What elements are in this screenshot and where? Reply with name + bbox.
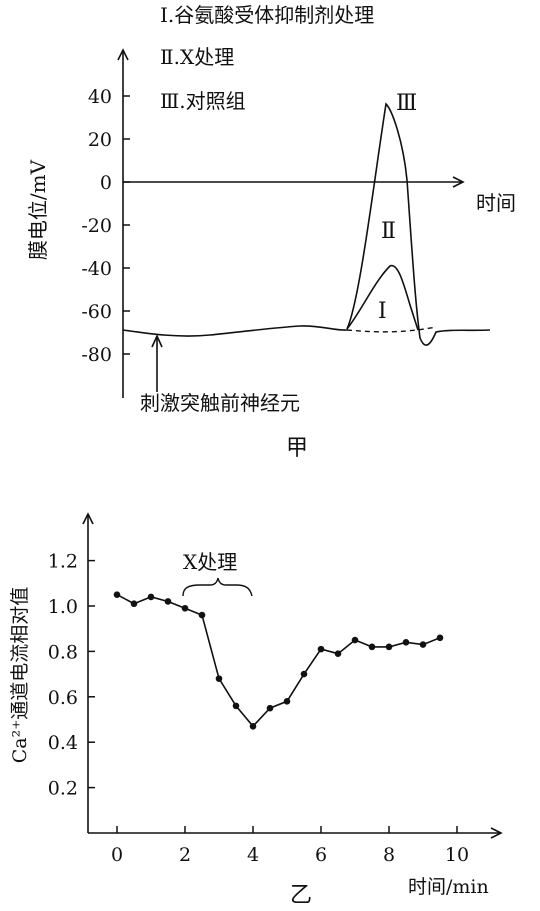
yi-y-tick-label: 0.4 — [48, 732, 78, 754]
chart-yi: 1.2 1.0 0.8 0.6 0.4 0.2 0 2 4 6 8 10 Ca²⁺通道电流相对值 时… — [9, 512, 503, 908]
yi-data-point — [351, 636, 359, 644]
yi-data-point — [368, 643, 376, 651]
jia-caption: 甲 — [286, 436, 308, 461]
yi-data-point — [130, 600, 138, 608]
jia-label-II: Ⅱ — [381, 219, 396, 244]
jia-annotation: 刺激突触前神经元 — [140, 391, 300, 415]
yi-x-ticks: 0 2 4 6 8 10 — [111, 826, 469, 866]
legend-item-1: Ⅰ.谷氨酸受体抑制剂处理 — [160, 3, 374, 27]
yi-y-tick-label: 0.2 — [48, 778, 78, 800]
yi-data-point — [164, 598, 172, 605]
legend-item-3: Ⅲ.对照组 — [160, 89, 246, 113]
yi-y-ticks: 1.2 1.0 0.8 0.6 0.4 0.2 — [48, 551, 95, 800]
yi-data-point — [283, 698, 291, 705]
yi-data-point — [300, 670, 308, 678]
yi-data-point — [266, 704, 274, 712]
jia-curve-III — [346, 102, 491, 346]
yi-data-point — [113, 591, 121, 598]
jia-y-tick-label: 0 — [100, 172, 112, 194]
jia-baseline-curve — [122, 325, 348, 337]
jia-y-tick-label: -80 — [81, 344, 112, 366]
yi-x-tick-label: 0 — [111, 844, 123, 866]
jia-y-tick-label: -40 — [81, 258, 112, 280]
jia-y-label: 膜电位/mV — [26, 159, 50, 260]
yi-x-tick-label: 10 — [445, 844, 469, 866]
yi-data-point — [215, 675, 223, 682]
yi-data-point — [232, 702, 240, 710]
yi-data-point — [334, 650, 342, 657]
jia-label-III: Ⅲ — [396, 91, 417, 116]
yi-series — [113, 591, 444, 730]
yi-treatment-brace — [182, 577, 253, 597]
yi-y-tick-label: 1.2 — [48, 551, 78, 573]
stimulus-arrowhead — [151, 334, 163, 348]
yi-data-point — [436, 634, 444, 642]
yi-y-tick-label: 0.6 — [48, 687, 78, 709]
jia-y-tick-label: 40 — [88, 86, 112, 108]
jia-y-ticks: 40 20 0 -20 -40 -60 -80 — [81, 86, 130, 366]
jia-curve-I — [346, 326, 437, 333]
jia-label-I: Ⅰ — [378, 299, 387, 324]
yi-x-tick-label: 4 — [247, 844, 259, 866]
legend-item-2: Ⅱ.X处理 — [160, 45, 234, 69]
yi-data-point — [419, 641, 427, 648]
jia-y-tick-label: 20 — [88, 129, 112, 151]
chart-jia: Ⅰ.谷氨酸受体抑制剂处理 Ⅱ.X处理 Ⅲ.对照组 时间 40 20 0 -20 -40 -… — [26, 3, 516, 461]
yi-y-label: Ca²⁺通道电流相对值 — [9, 587, 31, 764]
jia-y-tick-label: -20 — [81, 215, 112, 237]
yi-data-point — [249, 723, 257, 730]
yi-x-tick-label: 2 — [179, 844, 191, 866]
yi-x-label: 时间/min — [408, 876, 489, 898]
yi-data-point — [402, 639, 410, 646]
yi-x-tick-label: 8 — [383, 844, 395, 866]
yi-data-point — [317, 645, 325, 653]
yi-caption: 乙 — [290, 883, 312, 908]
yi-data-point — [198, 611, 206, 619]
yi-data-point — [147, 593, 155, 601]
jia-y-axis-arrow — [117, 48, 129, 61]
jia-curve-II — [346, 264, 419, 331]
jia-y-tick-label: -60 — [81, 301, 112, 323]
yi-y-axis-arrow — [82, 512, 94, 525]
yi-series-line — [116, 593, 441, 728]
yi-y-tick-label: 0.8 — [48, 641, 78, 663]
yi-x-axis-arrow — [490, 827, 503, 839]
jia-x-axis-arrow — [452, 176, 465, 188]
yi-y-tick-label: 1.0 — [48, 596, 78, 618]
yi-data-point — [385, 643, 393, 651]
yi-annotation: X处理 — [183, 550, 237, 574]
yi-data-point — [181, 604, 189, 612]
yi-x-tick-label: 6 — [315, 844, 327, 866]
jia-x-label: 时间 — [476, 191, 516, 215]
